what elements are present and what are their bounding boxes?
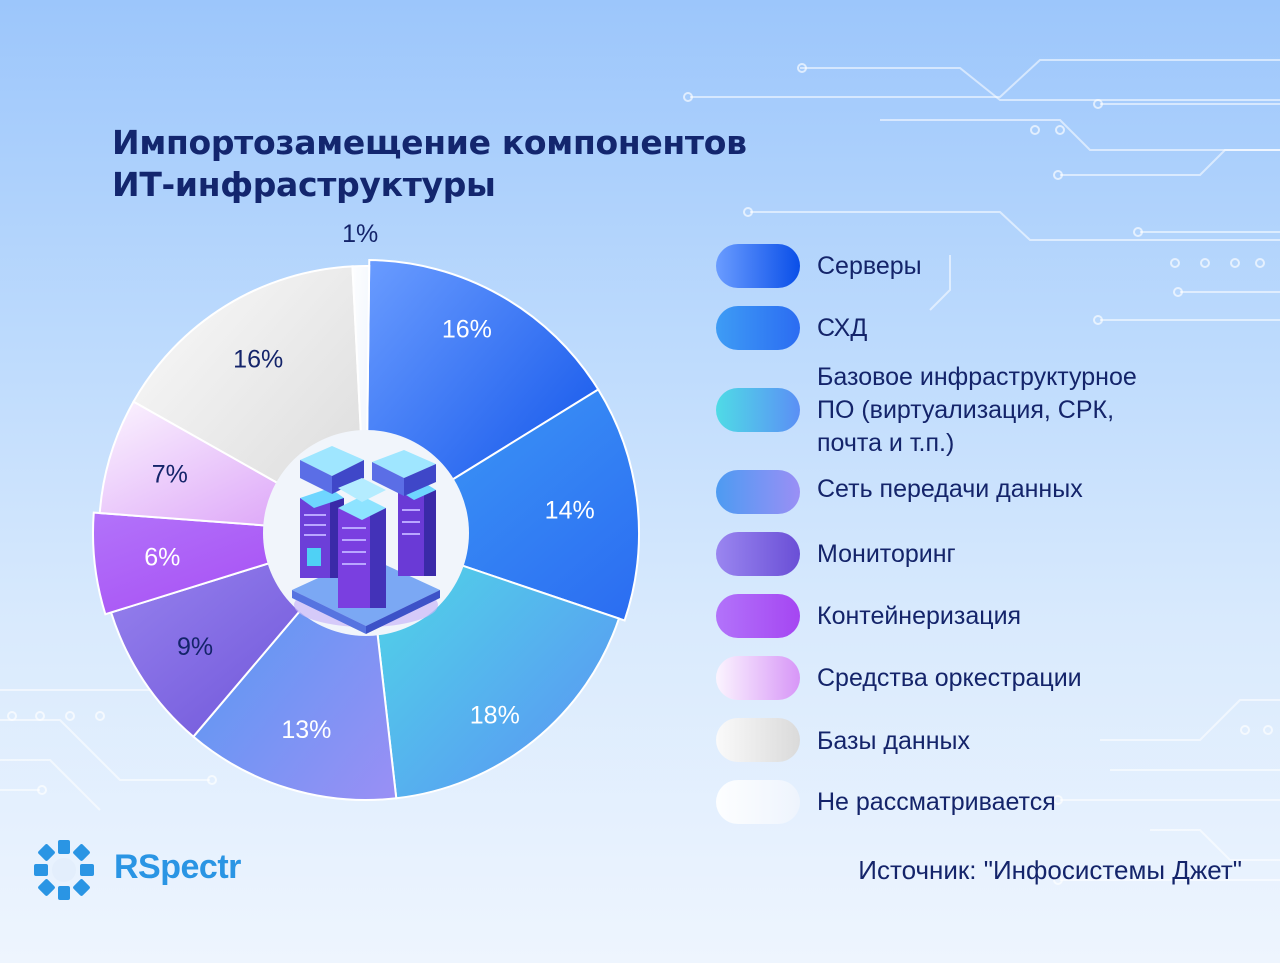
legend-label-orchestration: Средства оркестрации	[817, 664, 1082, 692]
data-label-base-software: 18%	[470, 702, 520, 730]
chart-title-line-1: Импортозамещение компонентов	[112, 123, 747, 162]
pie-slice-storage	[363, 388, 640, 622]
server-rack-icon	[292, 446, 440, 634]
rspectr-logo: RSpectr	[32, 838, 252, 900]
data-label-containers: 6%	[144, 543, 180, 571]
legend-label-servers: Серверы	[817, 252, 922, 280]
legend-label-base-software-line-2: ПО (виртуализация, СРК,	[817, 396, 1115, 424]
data-label-network: 13%	[281, 716, 331, 744]
legend-swatch-databases	[716, 718, 800, 762]
legend-swatch-not-considered	[716, 780, 800, 824]
legend-label-base-software-line-1: Базовое инфраструктурное	[817, 363, 1137, 391]
data-label-monitoring: 9%	[177, 633, 213, 661]
legend-swatch-network	[716, 470, 800, 514]
data-label-databases: 16%	[233, 346, 283, 374]
legend-swatch-servers	[716, 244, 800, 288]
data-label-not-considered: 1%	[342, 220, 378, 248]
legend-label-monitoring: Мониторинг	[817, 540, 956, 568]
legend-swatch-containers	[716, 594, 800, 638]
chart-title-line-2: ИТ-инфраструктуры	[112, 165, 496, 204]
ring-logo-icon	[34, 840, 94, 900]
legend-swatch-base-software	[716, 388, 800, 432]
legend-label-containers: Контейнеризация	[817, 602, 1022, 630]
legend-label-storage: СХД	[817, 314, 868, 342]
legend-label-base-software-line-3: почта и т.п.)	[817, 429, 955, 457]
logo-text: RSpectr	[114, 848, 241, 886]
data-label-servers: 16%	[442, 316, 492, 344]
legend-label-databases: Базы данных	[817, 727, 970, 755]
legend-swatch-storage	[716, 306, 800, 350]
chart-title: Импортозамещение компонентов ИТ-инфрастр…	[112, 122, 747, 206]
legend-swatch-orchestration	[716, 656, 800, 700]
data-label-storage: 14%	[545, 497, 595, 525]
source-note: Источник: "Инфосистемы Джет"	[858, 855, 1242, 885]
legend-label-network: Сеть передачи данных	[817, 475, 1083, 503]
legend-label-not-considered: Не рассматривается	[817, 788, 1056, 816]
legend-swatch-monitoring	[716, 532, 800, 576]
data-label-orchestration: 7%	[152, 460, 188, 488]
